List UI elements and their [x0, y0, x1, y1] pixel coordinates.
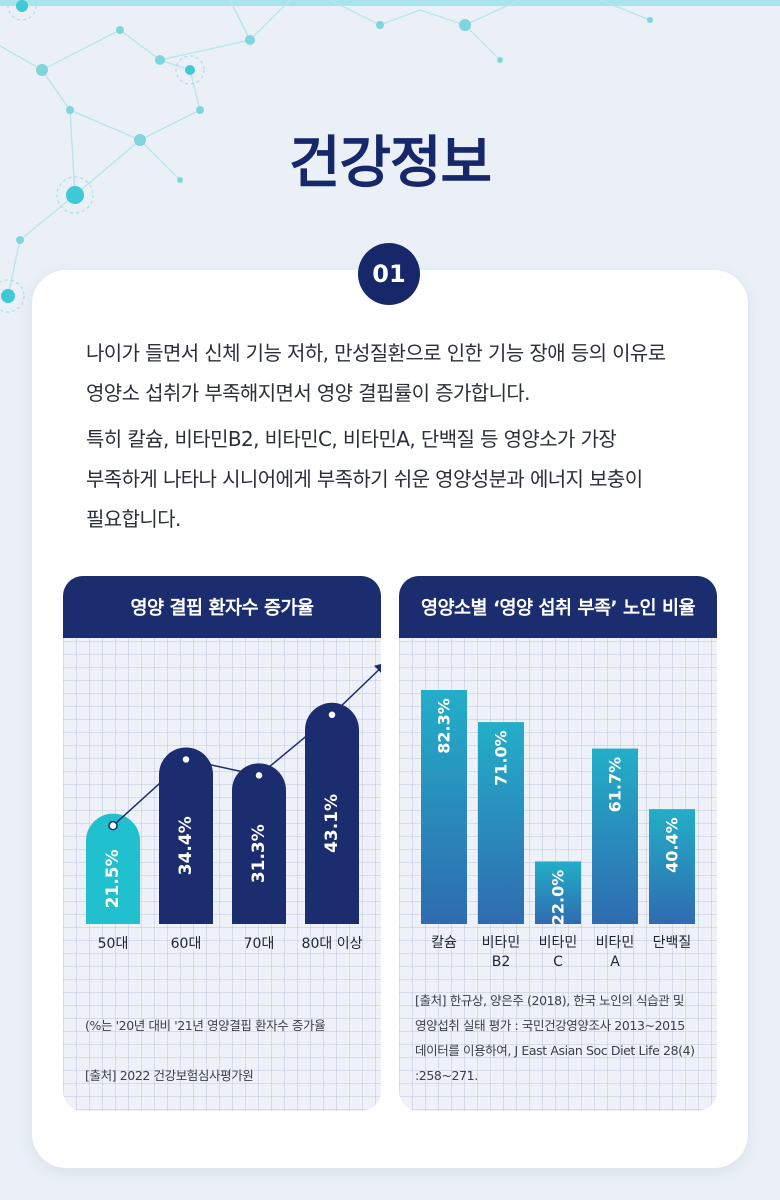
bar-value-label: 61.7%	[606, 757, 625, 813]
trend-line-extension	[331, 666, 381, 716]
bar-1	[86, 813, 140, 924]
section-number-badge: 01	[358, 243, 420, 305]
intro-paragraph-2: 특히 칼슘, 비타민B2, 비타민C, 비타민A, 단백질 등 영양소가 가장 …	[86, 427, 643, 531]
category-label: 칼슘	[431, 935, 457, 951]
bar-2	[159, 747, 213, 924]
chart-deficiency-increase: 21.5% 50대 34.4% 60대 31.3% 70대 43.1% 80대 이상	[86, 664, 381, 952]
category-label: 60대	[171, 936, 202, 952]
bar-4	[592, 748, 638, 924]
page-title: 건강정보	[288, 131, 492, 196]
trend-point	[254, 770, 264, 781]
trend-point	[181, 754, 191, 765]
bar-3	[232, 763, 286, 924]
chart-panel-deficiency-increase: 영양 결핍 환자수 증가율 21.5% 50대 34.4% 60대 31.3% 70대 43…	[63, 576, 381, 1111]
bar-value-label: 31.3%	[249, 824, 269, 883]
intro-paragraph-1: 나이가 들면서 신체 기능 저하, 만성질환으로 인한 기능 장애 등의 이유로…	[86, 341, 666, 405]
category-label: 50대	[98, 936, 129, 952]
chart-panel-nutrient-shortage: 영양소별 ‘영양 섭취 부족’ 노인 비율 82.3% 칼슘 71.0% 비타민 B2 2…	[399, 576, 717, 1111]
category-label: C	[553, 954, 563, 970]
category-label: 비타민	[596, 935, 635, 951]
bar-value-label: 34.4%	[176, 816, 196, 875]
chart-title: 영양소별 ‘영양 섭취 부족’ 노인 비율	[399, 576, 717, 638]
bar-value-label: 40.4%	[663, 817, 682, 873]
bar-2	[478, 722, 524, 924]
bar-value-label: 43.1%	[322, 794, 342, 853]
chart-note: (%는 '20년 대비 '21년 영양결핍 환자수 증가율 [출처] 2022 …	[85, 988, 365, 1111]
category-label: 70대	[244, 936, 275, 952]
bar-value-label: 22.0%	[549, 870, 568, 926]
trend-line	[112, 714, 333, 827]
category-label: 단백질	[653, 935, 692, 951]
chart-note-line: (%는 '20년 대비 '21년 영양결핍 환자수 증가율	[85, 1018, 326, 1033]
bar-1	[421, 690, 467, 924]
bar-value-label: 71.0%	[492, 730, 511, 786]
category-label: 비타민	[482, 935, 521, 951]
bar-value-label: 82.3%	[435, 698, 454, 754]
category-label: 80대 이상	[302, 936, 363, 952]
category-label: A	[610, 954, 620, 970]
bar-3	[535, 861, 581, 924]
network-background-graphic	[0, 0, 653, 313]
chart-nutrient-shortage: 82.3% 칼슘 71.0% 비타민 B2 22.0% 비타민 C 61.7% 비타민 A 40.4%…	[421, 690, 695, 970]
trend-point	[327, 710, 337, 720]
chart-source: [출처] 한규상, 양은주 (2018), 한국 노인의 식습관 및 영양섭취 …	[415, 993, 695, 1083]
bar-value-label: 21.5%	[103, 849, 123, 908]
top-accent-line	[0, 0, 780, 6]
chart-title: 영양 결핍 환자수 증가율	[63, 576, 381, 638]
bar-5	[649, 809, 695, 924]
category-label: B2	[492, 954, 511, 970]
category-label: 비타민	[539, 935, 578, 951]
trend-arrow-icon	[374, 664, 381, 673]
chart-source: [출처] 2022 건강보험심사평가원	[85, 1068, 254, 1083]
bar-4	[305, 702, 359, 924]
trend-point	[108, 820, 118, 831]
